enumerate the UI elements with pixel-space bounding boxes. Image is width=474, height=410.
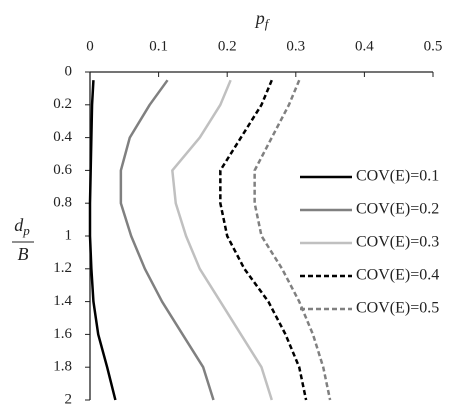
legend-label: COV(E)=0.1 [356,168,439,185]
x-tick-label: 0.4 [355,38,374,54]
x-axis-label: pf [254,8,271,31]
series-line [219,79,308,401]
y-axis-label-numerator: dp [14,215,30,238]
x-tick-label: 0.2 [218,38,237,54]
legend-label: COV(E)=0.3 [356,234,439,251]
y-tick-label: 0.2 [53,96,72,112]
y-tick-label: 1 [65,227,73,243]
x-label-symbol: p [254,8,265,28]
series-line [88,80,117,401]
y-label-subscript: p [22,223,30,238]
series-line [253,79,332,401]
legend-label: COV(E)=0.2 [356,201,439,218]
y-tick-label: 1.8 [53,359,72,375]
series-line [119,79,215,401]
y-tick-label: 1.6 [53,326,72,342]
y-axis-label-denominator: B [18,244,29,264]
legend-label: COV(E)=0.4 [356,267,439,284]
legend-label: COV(E)=0.5 [356,300,439,317]
y-tick-label: 0.4 [53,129,72,145]
y-tick-label: 0.6 [53,162,72,178]
y-tick-label: 1.2 [53,260,72,276]
x-tick-label: 0.1 [149,38,168,54]
y-tick-label: 1.4 [53,293,72,309]
y-tick-label: 0.8 [53,195,72,211]
y-tick-label: 2 [65,391,73,407]
y-tick-label: 0 [65,63,73,79]
x-tick-label: 0 [86,38,94,54]
y-label-symbol: d [14,215,24,235]
x-tick-label: 0.3 [286,38,305,54]
x-label-subscript: f [265,16,271,31]
x-tick-label: 0.5 [424,38,443,54]
series-line [171,79,273,401]
